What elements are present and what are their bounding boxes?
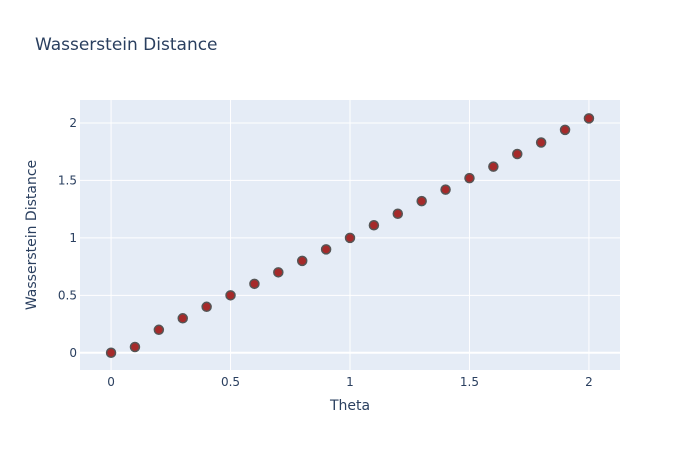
data-point — [583, 113, 595, 124]
data-point — [559, 124, 571, 136]
y-tick-label: 0.5 — [58, 288, 77, 302]
data-point — [368, 219, 380, 231]
x-axis-label: Theta — [329, 398, 370, 414]
y-tick-label: 1 — [69, 231, 77, 245]
data-point — [177, 313, 188, 324]
data-point — [535, 137, 547, 148]
data-point — [129, 341, 141, 353]
data-point — [153, 324, 165, 336]
y-tick-label: 0 — [69, 346, 77, 360]
x-tick-label: 0 — [107, 375, 115, 389]
x-axis-ticks: 0 0.5 1 1.5 2 — [107, 375, 593, 389]
data-point — [201, 301, 212, 313]
data-point — [320, 244, 332, 255]
data-points — [105, 113, 595, 359]
y-axis-label: Wasserstein Distance — [24, 160, 40, 310]
y-gridlines — [80, 122, 620, 354]
data-point — [225, 290, 236, 301]
chart-title: Wasserstein Distance — [35, 35, 218, 55]
data-point — [512, 148, 523, 160]
y-tick-label: 1.5 — [58, 173, 77, 187]
data-point — [273, 267, 284, 278]
data-point — [488, 161, 499, 172]
y-tick-label: 2 — [69, 116, 77, 130]
x-tick-label: 0.5 — [221, 375, 240, 389]
x-tick-label: 1.5 — [460, 375, 479, 389]
y-axis-ticks: 0 0.5 1 1.5 2 — [58, 116, 77, 360]
data-point — [464, 172, 475, 184]
data-point — [440, 184, 451, 195]
data-point — [416, 195, 427, 207]
data-point — [344, 232, 356, 244]
x-tick-label: 2 — [585, 375, 593, 389]
data-point — [296, 255, 308, 267]
data-point — [392, 208, 404, 219]
data-point — [105, 347, 117, 359]
x-tick-label: 1 — [346, 375, 354, 389]
data-point — [249, 278, 260, 290]
